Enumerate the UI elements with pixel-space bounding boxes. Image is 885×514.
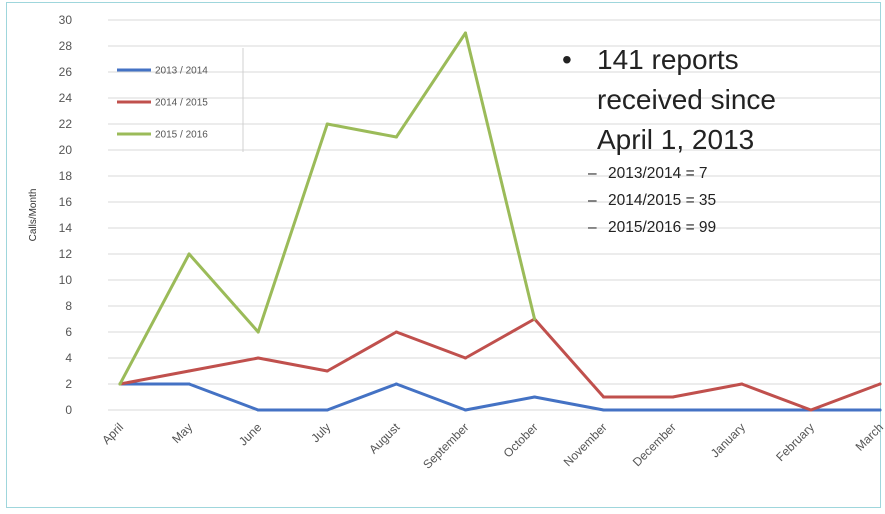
x-tick-label: December [630,420,679,469]
x-tick-label: June [236,420,265,449]
y-tick-label: 20 [59,143,73,157]
x-tick-label: September [420,420,471,471]
series-line [118,317,882,412]
series-line [118,31,537,386]
y-tick-label: 10 [59,273,73,287]
data-point [118,382,122,386]
annotation-sub-dash: – [588,219,597,236]
x-tick-label: July [308,420,333,445]
y-tick-label: 4 [65,351,72,365]
annotation-sub-item: – 2013/2014 = 7 [562,160,862,187]
data-point [533,395,537,399]
data-point [394,330,398,334]
data-point [533,317,537,321]
annotation-line-3: April 1, 2013 [597,124,755,155]
y-tick-label: 26 [59,65,73,79]
data-point [671,408,675,412]
data-point [394,135,398,139]
annotation-bullet: • [562,44,572,75]
x-tick-label: January [708,420,748,460]
y-tick-label: 2 [65,377,72,391]
x-tick-label: August [366,420,403,457]
data-point [394,382,398,386]
data-point [187,252,191,256]
chart-frame [6,2,881,508]
data-point [740,408,744,412]
data-point [256,408,260,412]
y-tick-label: 14 [59,221,73,235]
y-tick-label: 22 [59,117,73,131]
annotation-sub-text: 2013/2014 = 7 [608,165,708,182]
legend-label: 2013 / 2014 [155,66,208,77]
y-tick-label: 6 [65,325,72,339]
data-point [325,369,329,373]
series-line [118,382,882,412]
x-tick-label: May [169,420,195,446]
data-point [463,356,467,360]
y-tick-label: 12 [59,247,73,261]
y-tick-label: 24 [59,91,73,105]
y-tick-label: 30 [59,13,73,27]
annotation-sub-dash: – [588,165,597,182]
annotation-sub-text: 2014/2015 = 35 [608,192,717,209]
x-tick-label: April [99,420,126,447]
x-tick-label: October [501,420,541,460]
data-point [878,408,882,412]
annotation-line-2: received since [597,84,776,115]
annotation-main: • 141 reports received since April 1, 20… [562,40,862,160]
legend-label: 2015 / 2016 [155,130,208,141]
annotation-sub-item: – 2015/2016 = 99 [562,214,862,241]
annotation-sub-dash: – [588,192,597,209]
annotation-box: • 141 reports received since April 1, 20… [562,40,862,241]
y-tick-label: 8 [65,299,72,313]
data-point [325,408,329,412]
data-point [256,330,260,334]
y-tick-label: 16 [59,195,73,209]
data-point [809,408,813,412]
data-point [463,31,467,35]
annotation-line-1: 141 reports [597,44,739,75]
x-tick-label: November [561,420,610,469]
data-point [602,395,606,399]
data-point [602,408,606,412]
x-tick-label: March [853,420,885,453]
y-tick-label: 28 [59,39,73,53]
data-point [463,408,467,412]
data-point [325,122,329,126]
annotation-sub-text: 2015/2016 = 99 [608,219,717,236]
data-point [740,382,744,386]
y-tick-label: 18 [59,169,73,183]
legend-label: 2014 / 2015 [155,98,208,109]
x-tick-label: February [773,420,817,464]
data-point [671,395,675,399]
y-tick-label: 0 [65,403,72,417]
data-point [187,369,191,373]
y-axis-title: Calls/Month [28,189,39,242]
data-point [878,382,882,386]
data-point [256,356,260,360]
annotation-sub-item: – 2014/2015 = 35 [562,187,862,214]
data-point [187,382,191,386]
